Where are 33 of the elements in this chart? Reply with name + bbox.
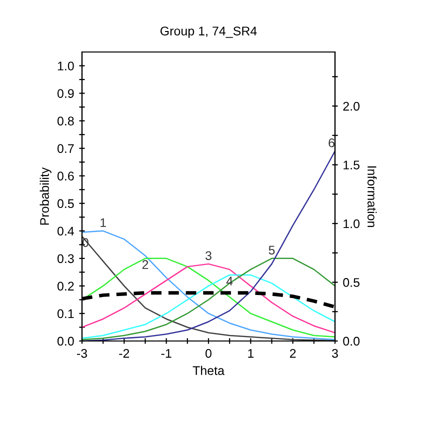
y2-tick-label: 0.5 — [343, 278, 360, 287]
y-tick-label: 0.9 — [57, 89, 74, 98]
chart-title: Group 1, 74_SR4 — [160, 26, 257, 38]
text: 0.0 — [57, 336, 74, 346]
series-label: 3 — [206, 251, 212, 260]
y-tick-label: 0.6 — [57, 172, 74, 181]
y-tick-label: 0.4 — [57, 226, 74, 236]
series-label: 6 — [328, 138, 334, 148]
y-axis-title: Probability — [40, 167, 52, 225]
y-tick-label: 0.7 — [57, 144, 74, 153]
x-tick-label: -2 — [119, 348, 130, 358]
y-tick-label: 0.5 — [57, 199, 74, 208]
series-label: 2 — [142, 260, 148, 269]
y2-tick-label: 2.0 — [343, 102, 360, 111]
y-tick-label: 1.0 — [58, 62, 74, 70]
x-tick-label: 0 — [206, 348, 212, 358]
y2-tick-label: 0.0 — [343, 336, 360, 346]
y2-tick-label: 1.5 — [344, 160, 360, 170]
x-tick-label: -1 — [161, 349, 172, 358]
y2-tick-label: 1.0 — [344, 219, 360, 228]
y2-axis-title: Information — [368, 166, 377, 227]
y-tick-label: 0.1 — [57, 309, 74, 318]
series-label: 1 — [100, 218, 106, 227]
x-tick-label: 3 — [332, 348, 338, 358]
x-tick-label: 1 — [248, 349, 254, 358]
y-tick-label: 0.3 — [57, 254, 74, 264]
x-axis-title: Theta — [192, 366, 224, 376]
y-tick-label: 0.2 — [57, 282, 74, 291]
y-tick-label: 0.8 — [57, 116, 74, 126]
series-label: 5 — [268, 246, 275, 255]
x-tick-label: 2 — [290, 348, 296, 358]
line-series — [82, 274, 335, 339]
x-tick-label: -3 — [77, 348, 88, 358]
